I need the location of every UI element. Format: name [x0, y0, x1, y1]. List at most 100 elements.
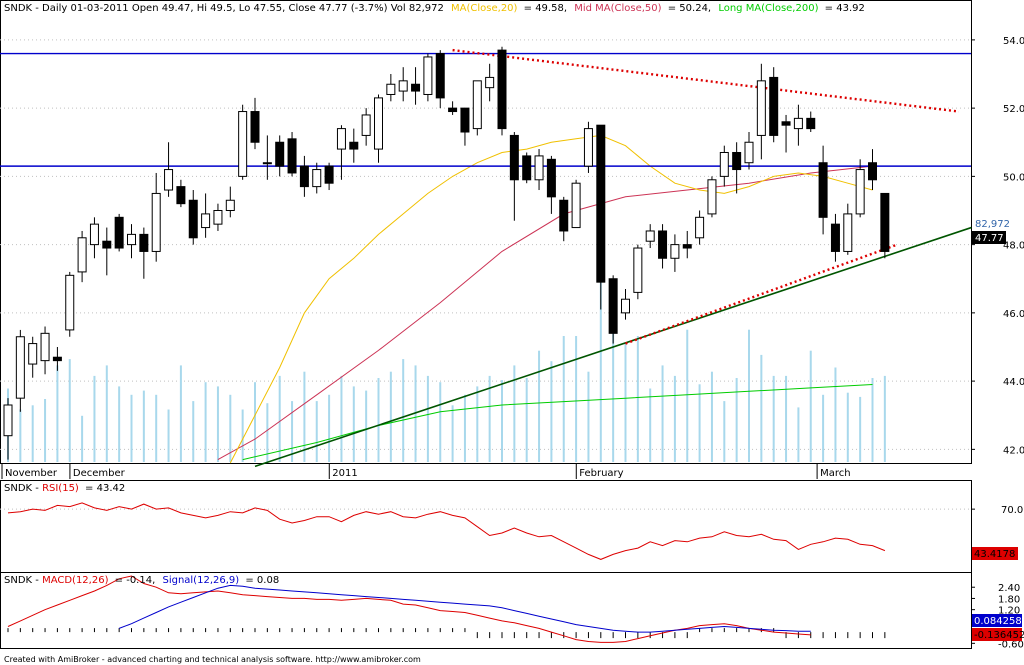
rsi-header-prefix: SNDK -: [4, 483, 42, 494]
price-tick-label: 42.0: [1003, 445, 1024, 456]
candle-body-down: [769, 76, 779, 136]
volume-bar: [155, 394, 158, 462]
macd-value: = -0.14,: [115, 575, 156, 586]
candle-body-down: [460, 107, 470, 133]
candle-body-up: [28, 343, 38, 365]
rsi-value: = 43.42: [85, 483, 125, 494]
volume-bar: [636, 336, 639, 462]
ma50-line: [217, 165, 873, 461]
rsi-badge-text: 43.4178: [974, 549, 1015, 560]
volume-bar: [266, 403, 269, 462]
candle-body-up: [262, 162, 272, 165]
volume-bar: [624, 342, 627, 462]
price-tick-label: 44.0: [1003, 377, 1024, 388]
candle-body-up: [695, 216, 705, 239]
volume-bar: [698, 384, 701, 462]
candle-body-up: [719, 151, 729, 177]
candle-body-up: [485, 76, 495, 89]
volume-bar: [760, 354, 763, 462]
x-axis-label: 2011: [332, 468, 357, 479]
volume-badge: 82,972: [972, 217, 1022, 230]
resistance-dotted-line: [452, 48, 960, 113]
candle-body-up: [65, 274, 75, 331]
candle-body-up: [201, 213, 211, 229]
volume-bar: [785, 375, 788, 462]
volume-bar: [859, 396, 862, 462]
volume-bar: [809, 350, 812, 462]
volume-bar: [772, 375, 775, 462]
candle-body-down: [324, 165, 334, 184]
candle-body-down: [176, 186, 186, 205]
candle-body-up: [534, 155, 544, 181]
volume-bar: [723, 401, 726, 462]
candle-body-up: [386, 83, 396, 95]
volume-bar: [513, 365, 516, 462]
volume-bar: [871, 378, 874, 462]
volume-bar: [216, 386, 219, 462]
candle-body-up: [645, 230, 655, 242]
macd-header-prefix: SNDK -: [4, 575, 42, 586]
candle-body-up: [238, 111, 248, 177]
candle-body-down: [114, 216, 124, 249]
rsi-badge: 43.4178: [972, 547, 1018, 560]
volume-bar: [192, 401, 195, 462]
ma50-value: = 50.24,: [668, 3, 711, 14]
candle-body-down: [287, 138, 297, 174]
volume-bar: [377, 378, 380, 462]
volume-bar: [105, 365, 108, 462]
price-tick-label: 46.0: [1003, 309, 1024, 320]
volume-bar: [130, 394, 133, 462]
candle-body-up: [670, 244, 680, 259]
macd-label: MACD(12,26): [42, 575, 109, 586]
candle-body-up: [15, 336, 25, 399]
candle-body-down: [596, 124, 606, 283]
candle-body-down: [448, 107, 458, 113]
candle-body-up: [127, 233, 136, 246]
support-dotted-line: [625, 243, 898, 345]
candle-body-down: [830, 223, 840, 252]
volume-bar: [673, 375, 676, 462]
volume-bar: [748, 329, 750, 462]
candle-body-up: [744, 141, 754, 164]
candle-body-up: [361, 114, 371, 136]
volume-bar: [389, 371, 392, 462]
volume-bar: [426, 375, 429, 462]
candle-body-down: [522, 155, 532, 181]
candle-body-up: [423, 56, 433, 95]
candle-body-down: [299, 165, 309, 188]
volume-bar: [538, 350, 541, 462]
candle-body-down: [559, 199, 569, 232]
candle-body-down: [435, 53, 445, 99]
volume-bar: [612, 310, 615, 462]
price-tick-label: 50.0: [1003, 172, 1024, 183]
signal-badge-text: -0.136452: [974, 630, 1024, 641]
candle-body-down: [139, 233, 149, 252]
candle-body-up: [707, 179, 717, 215]
volume-bar: [291, 401, 294, 462]
macd-tick-label: 1.20: [998, 606, 1020, 617]
volume-bar: [550, 361, 553, 462]
candle-body-down: [349, 141, 359, 150]
candle-body-down: [250, 111, 260, 143]
candle-body-down: [509, 134, 519, 181]
candle-body-up: [374, 97, 383, 150]
volume-bar: [451, 405, 454, 462]
trend-lines: [0, 48, 972, 468]
rsi-header: SNDK - RSI(15) = 43.42: [4, 483, 125, 494]
candle-body-up: [77, 237, 87, 273]
volume-bar: [204, 382, 207, 462]
volume-bars: [7, 268, 886, 462]
volume-bar: [315, 401, 318, 462]
volume-bar: [649, 388, 652, 462]
price-header-prefix: SNDK - Daily 01-03-2011 Open 49.47, Hi 4…: [4, 3, 444, 14]
candle-body-up: [40, 332, 50, 362]
price-header: SNDK - Daily 01-03-2011 Open 49.47, Hi 4…: [4, 3, 865, 14]
rsi-line: [7, 502, 886, 560]
candle-body-up: [571, 182, 581, 229]
volume-bar: [488, 375, 491, 462]
macd-badge-text: 0.084258: [974, 616, 1022, 627]
macd-lines: [7, 575, 886, 643]
volume-bar: [883, 375, 886, 462]
x-axis-label: December: [73, 468, 126, 479]
candle-body-down: [497, 49, 507, 130]
